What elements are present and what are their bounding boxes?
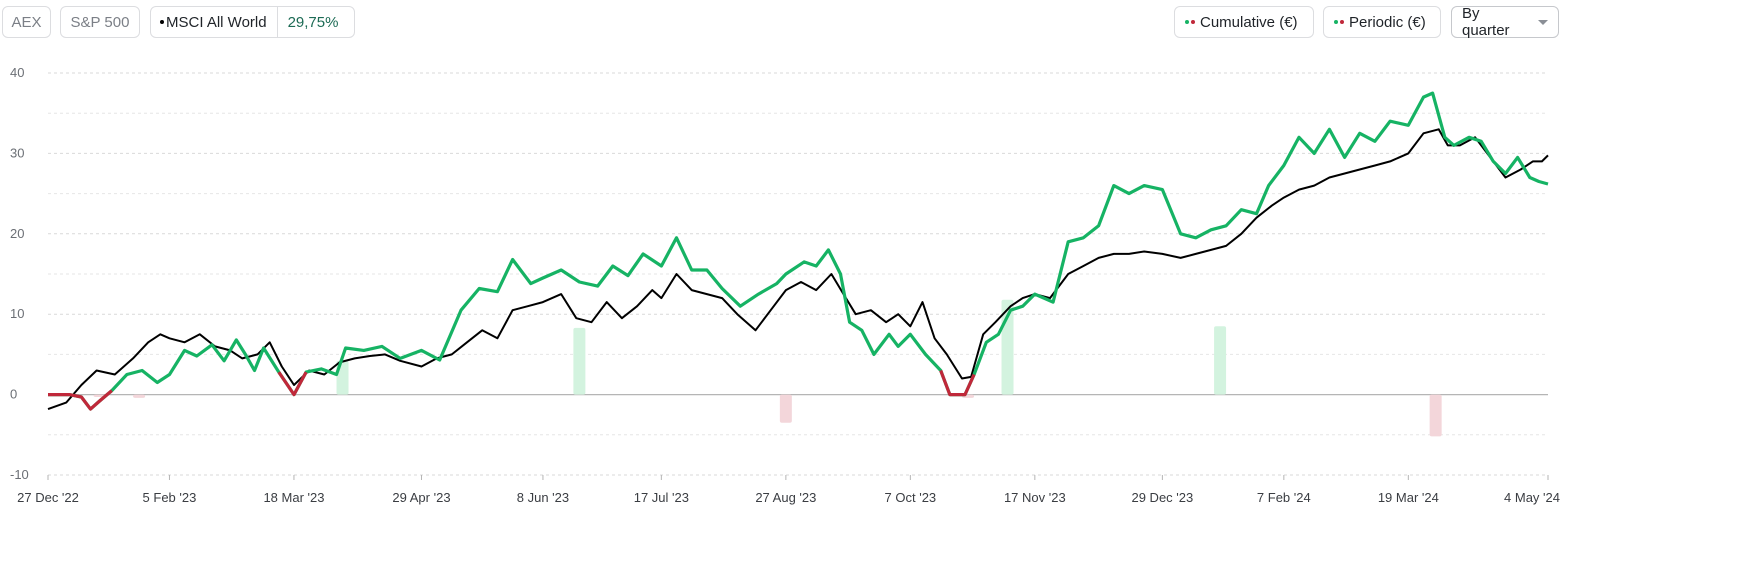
legend-cumulative-dots-icon	[1185, 20, 1197, 24]
periodic-bar-negative	[779, 394, 792, 423]
x-tick-label: 18 Mar '23	[263, 490, 324, 505]
chart-toolbar: AEX S&P 500 MSCI All World 29,75% Cumula…	[0, 0, 1752, 48]
x-tick-label: 4 May '24	[1504, 490, 1560, 505]
y-tick-label: 0	[10, 387, 17, 402]
benchmark-msci-button[interactable]: MSCI All World 29,75%	[150, 6, 355, 38]
periodic-bar-positive	[573, 327, 586, 395]
performance-chart: -10 0 10 20 30 40 27 Dec '22 5 Feb '23 18 Mar '…	[10, 65, 1560, 505]
benchmark-aex-button[interactable]: AEX	[2, 6, 51, 38]
y-tick-label: 10	[10, 306, 24, 321]
cumulative-line-negative	[277, 371, 308, 397]
x-axis: 27 Dec '22 5 Feb '23 18 Mar '23 29 Apr '23 8…	[17, 475, 1560, 505]
legend-periodic-label: Periodic (€)	[1349, 13, 1426, 31]
benchmark-line	[47, 128, 1549, 411]
chart-grid	[48, 72, 1548, 476]
x-tick-label: 27 Dec '22	[17, 490, 79, 505]
x-tick-label: 19 Mar '24	[1378, 490, 1439, 505]
cumulative-line	[48, 91, 1549, 411]
benchmark-aex-label: AEX	[11, 13, 42, 31]
x-tick-label: 17 Nov '23	[1004, 490, 1066, 505]
legend-periodic-dots-icon	[1334, 20, 1346, 24]
periodic-bar-negative	[133, 394, 146, 398]
legend-cumulative-toggle[interactable]: Cumulative (€)	[1174, 6, 1314, 38]
grouping-select[interactable]: By quarter	[1451, 5, 1559, 39]
legend-cumulative-label: Cumulative (€)	[1200, 13, 1298, 31]
benchmark-dot-icon	[160, 20, 164, 24]
cumulative-line-negative	[48, 389, 113, 411]
x-tick-label: 7 Feb '24	[1257, 490, 1311, 505]
benchmark-sp500-button[interactable]: S&P 500	[60, 6, 140, 38]
y-axis: -10 0 10 20 30 40	[10, 65, 29, 482]
chevron-down-icon	[1538, 19, 1548, 25]
periodic-bar-negative	[1429, 394, 1442, 437]
y-tick-label: 20	[10, 226, 24, 241]
y-tick-label: 30	[10, 145, 24, 160]
x-tick-label: 5 Feb '23	[143, 490, 197, 505]
benchmark-sp500-label: S&P 500	[70, 13, 130, 31]
x-tick-label: 29 Apr '23	[392, 490, 450, 505]
x-tick-label: 27 Aug '23	[755, 490, 816, 505]
periodic-bar-positive	[1214, 326, 1227, 395]
benchmark-msci-label: MSCI All World	[166, 13, 267, 31]
cumulative-line-negative	[939, 369, 976, 397]
grouping-select-value: By quarter	[1462, 5, 1510, 39]
benchmark-msci-return: 29,75%	[276, 7, 349, 37]
x-tick-label: 29 Dec '23	[1131, 490, 1193, 505]
y-tick-label: 40	[10, 65, 24, 80]
legend-periodic-toggle[interactable]: Periodic (€)	[1323, 6, 1441, 38]
chart-lines	[47, 91, 1549, 411]
periodic-bars	[93, 299, 1442, 437]
x-tick-label: 7 Oct '23	[885, 490, 937, 505]
x-tick-label: 8 Jun '23	[517, 490, 569, 505]
y-tick-label: -10	[10, 467, 29, 482]
benchmark-msci-title: MSCI All World	[151, 14, 277, 31]
x-tick-label: 17 Jul '23	[634, 490, 689, 505]
